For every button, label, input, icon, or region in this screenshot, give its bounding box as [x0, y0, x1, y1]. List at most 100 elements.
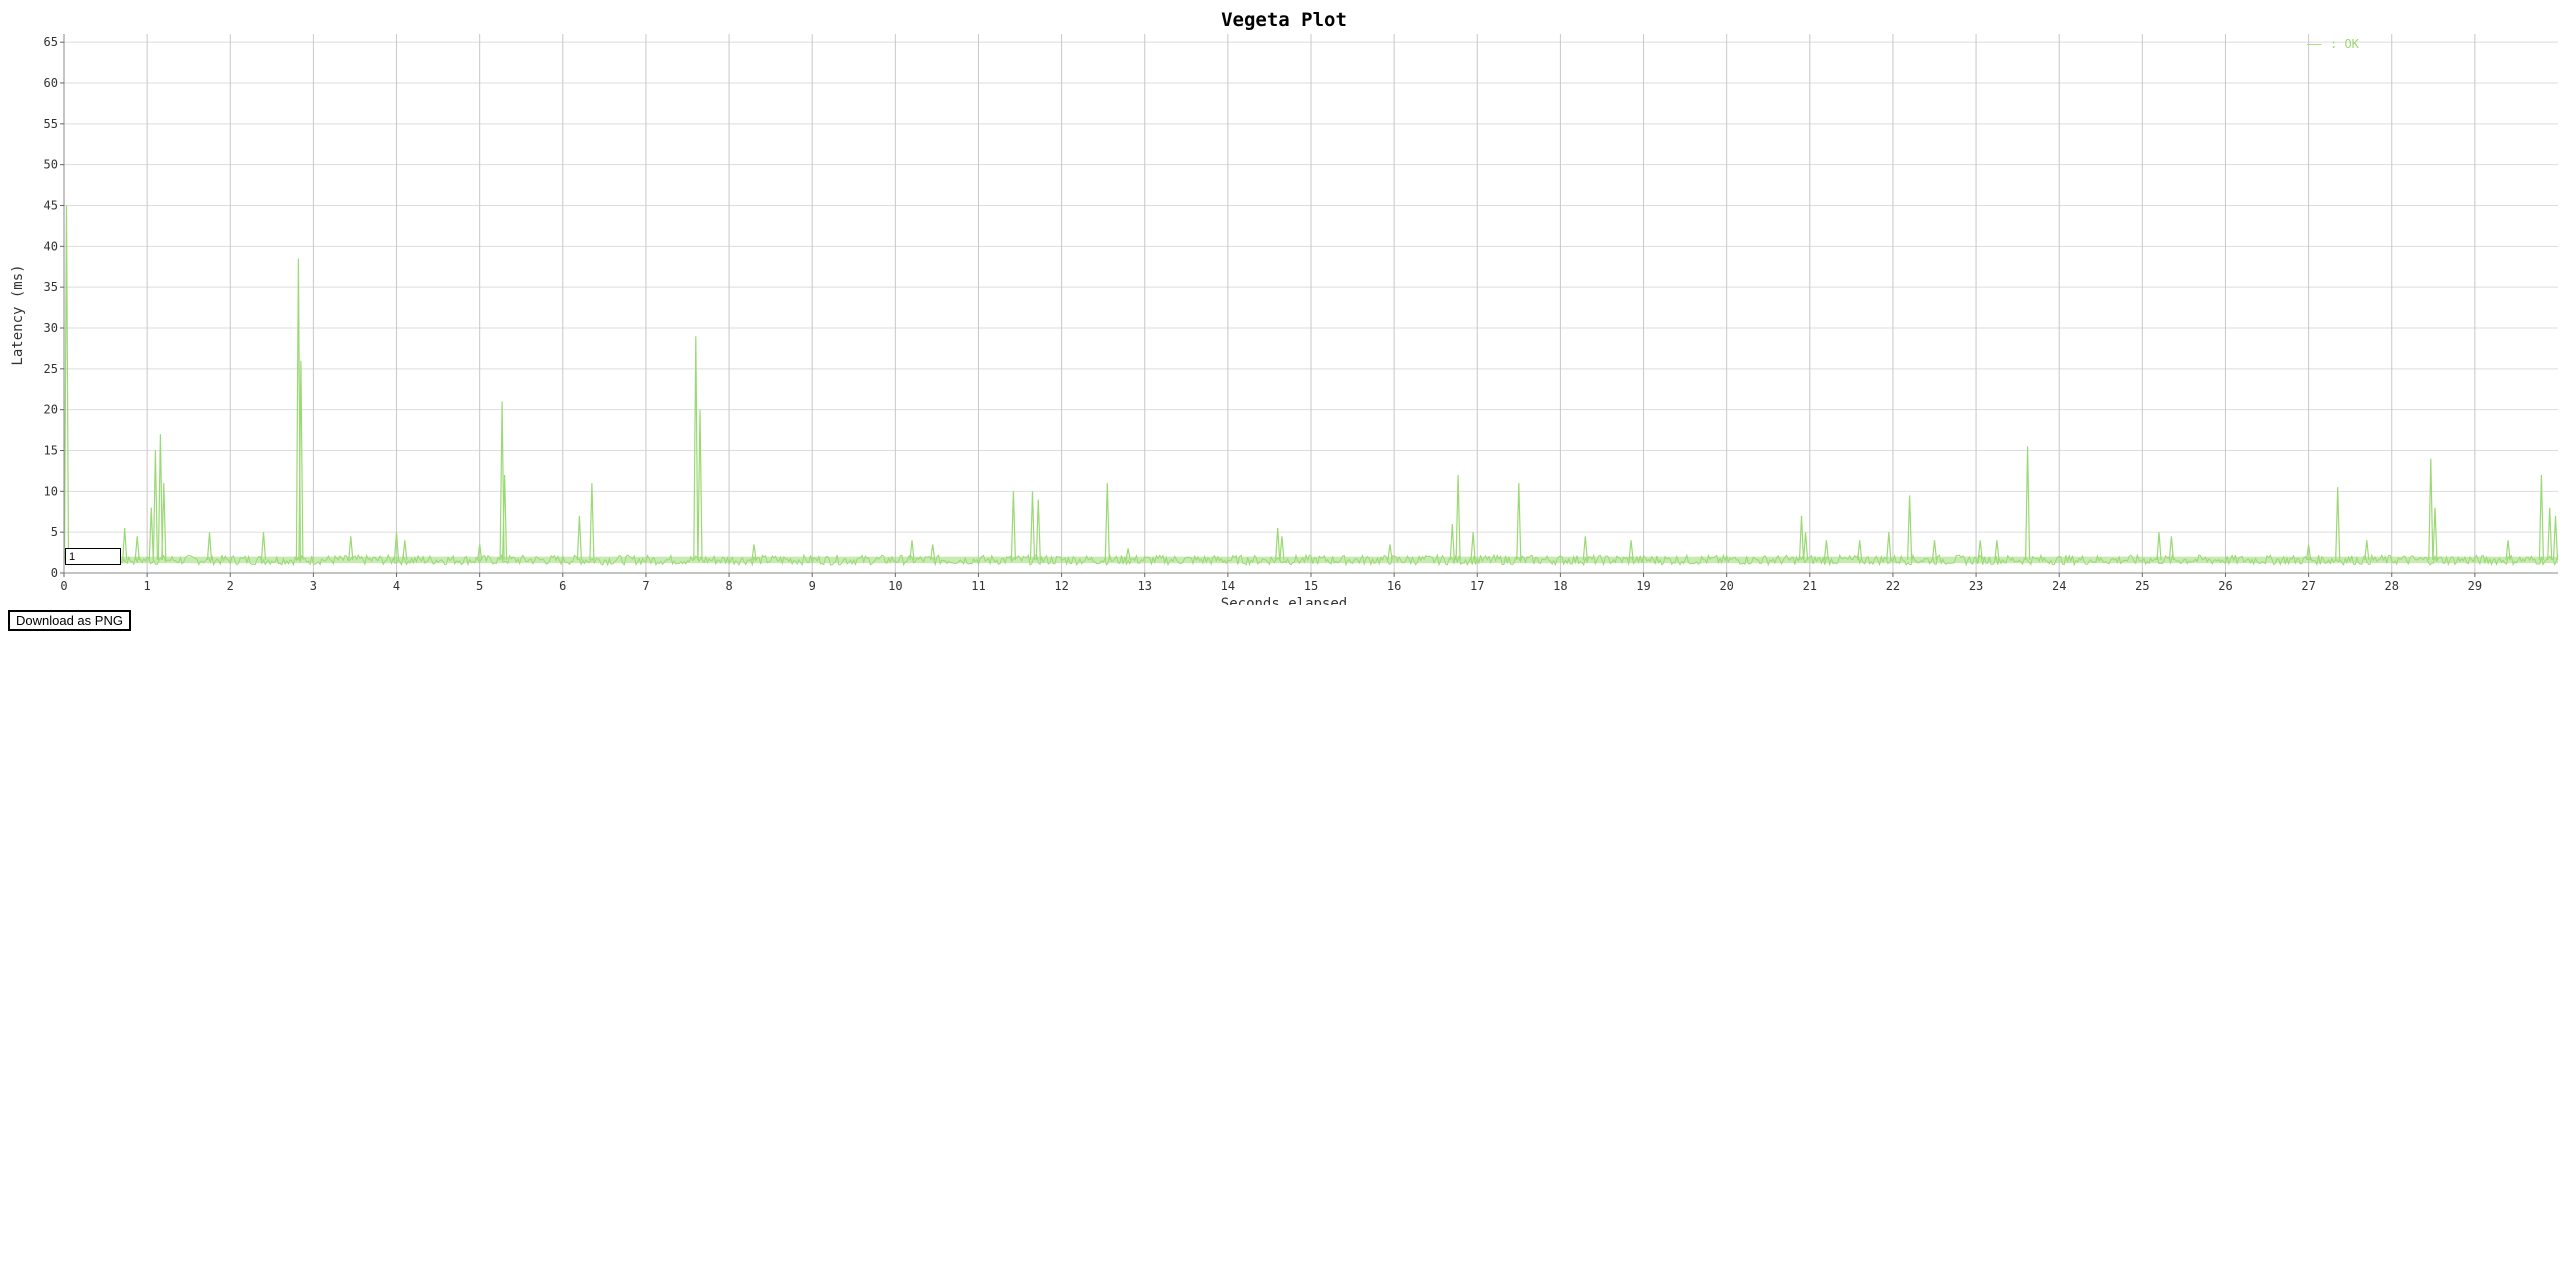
x-tick-label: 8	[725, 579, 732, 593]
latency-spike	[693, 336, 699, 560]
y-tick-label: 15	[44, 444, 58, 458]
x-tick-label: 17	[1470, 579, 1484, 593]
latency-spike	[2505, 540, 2511, 560]
x-axis-ticks: 0 1 2 3 4 5 6 7 8 9 10 11 12 13 14 15 16 17 18 19 20 21 22 23 24…	[60, 573, 2482, 593]
x-tick-label: 3	[310, 579, 317, 593]
y-tick-label: 20	[44, 403, 58, 417]
x-tick-label: 20	[1719, 579, 1733, 593]
latency-spike	[1907, 495, 1913, 560]
x-tick-label: 1	[144, 579, 151, 593]
x-tick-label: 6	[559, 579, 566, 593]
latency-spike	[2025, 446, 2031, 560]
latency-spike	[157, 434, 163, 560]
latency-spike	[2538, 474, 2544, 560]
x-tick-label: 25	[2135, 579, 2149, 593]
latency-spike	[1455, 474, 1461, 560]
y-tick-label: 30	[44, 321, 58, 335]
latency-spike	[1628, 540, 1634, 560]
latency-spike	[1798, 515, 1805, 560]
latency-spike	[1857, 540, 1863, 560]
latency-spike	[63, 205, 70, 560]
latency-spike	[1803, 532, 1809, 560]
x-tick-label: 15	[1304, 579, 1318, 593]
latency-spike	[206, 532, 213, 560]
latency-spike	[909, 540, 915, 560]
y-tick-label: 65	[44, 35, 58, 49]
latency-spike	[1823, 540, 1829, 560]
latency-spike	[1125, 548, 1131, 561]
legend[interactable]: —— : OK	[2307, 37, 2360, 51]
x-tick-label: 5	[476, 579, 483, 593]
latency-spike	[1104, 483, 1110, 560]
latency-spike	[1582, 536, 1588, 560]
latency-band-fill	[64, 556, 2558, 564]
x-axis-label: Seconds elapsed	[1221, 596, 1347, 605]
x-tick-label: 24	[2052, 579, 2066, 593]
y-tick-label: 50	[44, 158, 58, 172]
latency-spike	[502, 474, 508, 560]
latency-spike	[2335, 487, 2341, 560]
latency-spike	[697, 409, 703, 560]
x-tick-label: 21	[1803, 579, 1817, 593]
vegeta-plot: Vegeta Plot 0 1 2 3 4 5 6 7 8 9 10 11 12 13 14 15 16 17 18…	[10, 9, 2559, 605]
grid-lines	[64, 34, 2558, 573]
y-tick-label: 35	[44, 280, 58, 294]
y-tick-label: 55	[44, 117, 58, 131]
y-axis-label: Latency (ms)	[10, 264, 26, 365]
x-tick-label: 11	[971, 579, 985, 593]
latency-spike	[122, 528, 128, 560]
latency-spike	[751, 544, 757, 560]
x-tick-label: 13	[1138, 579, 1152, 593]
latency-spike	[298, 360, 304, 560]
latency-spike	[1279, 536, 1285, 560]
range-input[interactable]	[65, 548, 121, 565]
x-tick-label: 19	[1636, 579, 1650, 593]
x-tick-label: 2	[227, 579, 234, 593]
latency-spike	[2428, 458, 2434, 560]
latency-spike	[1275, 528, 1281, 560]
latency-spike	[477, 544, 483, 560]
latency-spike	[148, 507, 154, 560]
x-tick-label: 28	[2385, 579, 2399, 593]
latency-spike	[1470, 532, 1476, 560]
latency-spike	[402, 540, 408, 560]
latency-spike	[393, 532, 400, 560]
latency-spike	[1516, 483, 1522, 560]
y-tick-label: 10	[44, 484, 58, 498]
latency-spike	[2168, 536, 2174, 560]
y-tick-label: 0	[51, 566, 58, 580]
latency-spike	[589, 483, 595, 560]
y-axis-ticks: 0 5 10 15 20 25 30 35 40 45 50 55 60 65	[44, 35, 64, 580]
latency-spike	[260, 532, 267, 560]
latency-spike	[1029, 491, 1036, 560]
latency-spike	[930, 544, 936, 560]
y-tick-label: 40	[44, 239, 58, 253]
legend-label: : OK	[2330, 37, 2360, 51]
latency-spike	[1449, 523, 1455, 560]
series-ok	[63, 205, 2559, 567]
legend-marker: ——	[2307, 37, 2322, 51]
x-tick-label: 14	[1221, 579, 1235, 593]
latency-spike	[2156, 532, 2162, 560]
download-png-button[interactable]: Download as PNG	[8, 610, 131, 631]
latency-spike	[1977, 540, 1983, 560]
x-tick-label: 9	[809, 579, 816, 593]
latency-spike	[2364, 540, 2370, 560]
latency-spike	[1931, 540, 1938, 560]
x-tick-label: 29	[2468, 579, 2482, 593]
x-tick-label: 22	[1886, 579, 1900, 593]
latency-spike	[161, 483, 167, 560]
x-tick-label: 0	[60, 579, 67, 593]
x-tick-label: 12	[1054, 579, 1068, 593]
latency-spike	[576, 515, 582, 560]
chart-title: Vegeta Plot	[1221, 9, 1347, 31]
latency-spike	[134, 536, 140, 560]
latency-spike	[2306, 544, 2312, 560]
latency-spike	[1387, 544, 1393, 560]
latency-spike	[2432, 507, 2438, 560]
latency-spike	[1010, 491, 1016, 560]
latency-spike	[348, 536, 354, 560]
latency-spike	[152, 450, 158, 560]
latency-spike	[2547, 507, 2553, 560]
x-tick-label: 27	[2301, 579, 2315, 593]
